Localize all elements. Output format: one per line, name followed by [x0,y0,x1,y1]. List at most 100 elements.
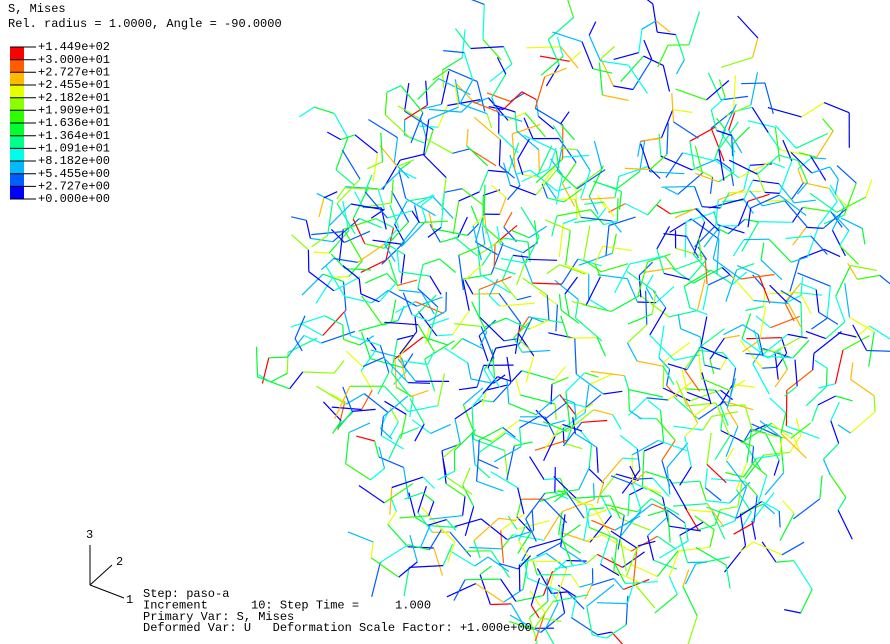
element-edge [399,272,430,276]
element-edge [811,318,827,329]
element-edge [552,32,582,42]
element-edge [465,280,473,294]
element-edge [388,524,408,546]
element-edge [701,347,728,359]
element-edge [430,276,441,294]
variable-title: S, Mises [8,2,66,16]
element-edge [336,170,354,185]
element-edge [765,192,780,193]
element-edge [517,296,531,300]
element-edge [637,302,656,303]
element-edge [581,198,615,200]
legend: +1.449e+02+3.000e+01+2.727e+01+2.455e+01… [10,40,110,206]
element-edge [690,260,707,280]
element-edge [653,4,657,32]
element-edge [629,411,641,420]
element-edge [601,264,628,272]
element-edge [638,141,641,156]
legend-swatch [10,174,24,187]
element-edge [530,457,545,480]
element-edge [705,468,707,488]
element-edge [378,373,389,395]
element-edge [869,332,875,367]
element-edge [465,579,501,580]
element-edge [584,202,603,204]
element-edge [775,125,796,148]
element-edge [586,395,601,408]
element-edge [761,260,782,280]
element-edge [698,247,707,260]
element-edge [514,442,532,446]
element-edge [662,110,673,138]
element-edge [560,265,586,274]
element-edge [362,390,373,410]
element-edge [799,153,816,158]
element-edge [801,303,802,337]
element-edge [428,352,435,365]
legend-swatch [10,136,24,149]
element-edge [625,204,647,215]
element-edge [874,396,875,412]
element-edge [565,294,569,316]
element-edge [818,396,836,405]
element-edge [496,344,519,348]
element-edge [572,302,587,305]
element-edge [362,296,383,325]
element-edge [584,260,602,272]
element-edge [508,185,521,199]
element-edge [343,325,344,340]
element-edge [643,268,672,273]
legend-swatch [10,47,24,60]
element-edge [748,194,769,201]
element-edge [561,533,590,543]
element-edge [754,495,757,522]
element-edge [387,86,401,93]
element-edge [375,441,379,457]
element-edge [653,478,670,496]
element-edge [634,583,655,608]
element-edge [586,554,597,563]
element-edge [344,311,350,336]
element-edge [410,535,417,562]
element-edge [626,0,653,4]
element-edge [606,226,609,256]
element-edge [667,510,685,523]
element-edge [801,284,817,290]
element-edge [544,513,561,540]
element-edge [830,167,838,179]
element-edge [421,120,426,140]
element-edge [421,206,426,221]
element-edge [732,136,733,157]
element-edge [359,486,384,503]
element-edge [464,53,473,80]
element-edge [423,259,440,265]
element-edge [437,335,453,336]
element-edge [721,57,752,67]
element-edge [725,546,746,573]
element-edge [380,412,388,428]
element-edge [664,342,690,361]
triad-axis [90,565,112,585]
element-edge [499,134,519,153]
element-edge [453,311,470,335]
element-edge [467,146,488,166]
element-edge [687,403,716,406]
element-edge [628,398,646,416]
element-edge [820,476,822,499]
element-edge [523,278,548,295]
element-edge [336,138,348,170]
legend-swatch [10,85,24,98]
element-edge [459,255,464,290]
element-edge [837,197,866,212]
element-edge [820,202,837,225]
element-edge [824,443,839,459]
element-edge [689,12,700,45]
element-edge [597,483,603,503]
element-edge [769,239,791,262]
element-edge [408,406,438,412]
element-edge [669,577,677,595]
element-edge [290,372,303,389]
element-edge [572,618,598,635]
element-edge [419,126,438,127]
element-edge [443,51,464,53]
